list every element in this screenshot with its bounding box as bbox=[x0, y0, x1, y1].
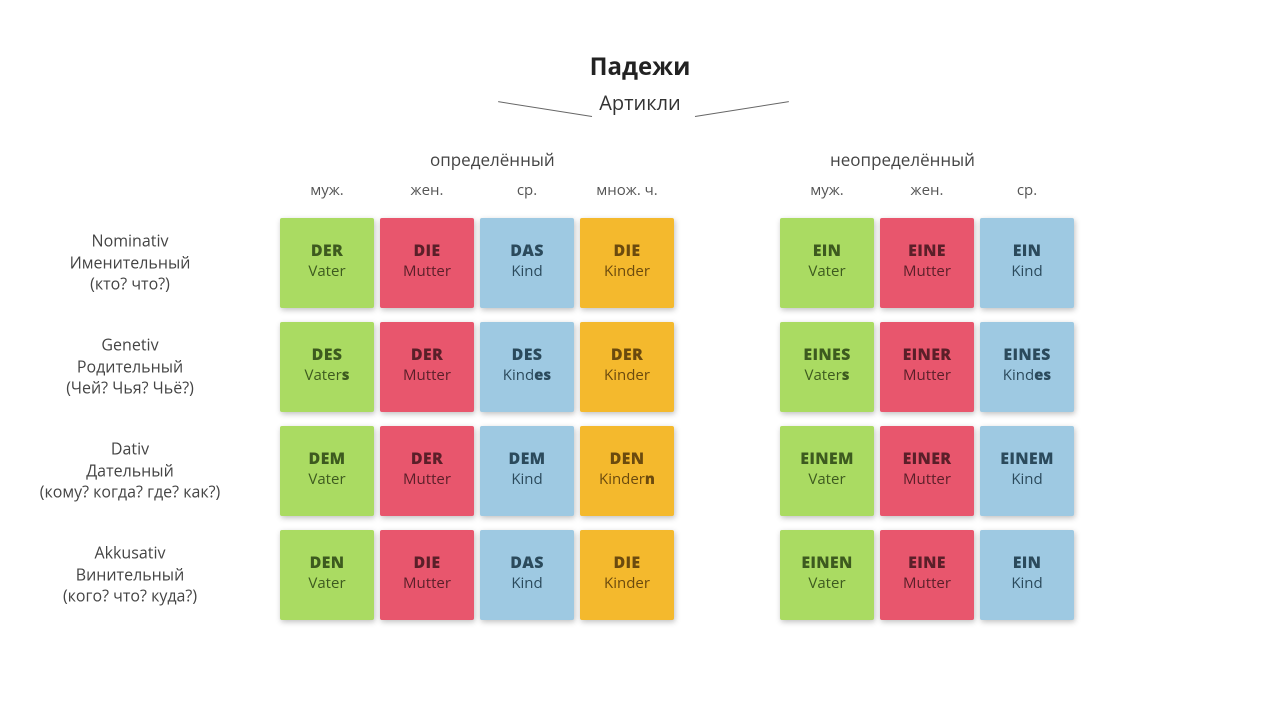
article-cell: EINVater bbox=[780, 218, 874, 308]
article-cell: DIEMutter bbox=[380, 218, 474, 308]
group-label-indefinite: неопределённый bbox=[830, 148, 975, 171]
article-cell: DIEKinder bbox=[580, 218, 674, 308]
branch-lines bbox=[0, 116, 1280, 146]
case-row: GenetivРодительный(Чей? Чья? Чьё?) DESVat… bbox=[0, 318, 1280, 416]
article-cell: DASKind bbox=[480, 530, 574, 620]
row-label: AkkusativВинительный(кого? что? куда?) bbox=[0, 543, 260, 608]
article-cell: EINEMKind bbox=[980, 426, 1074, 516]
article-cell: DESVaters bbox=[280, 322, 374, 412]
article-cell: DEMKind bbox=[480, 426, 574, 516]
grammar-chart: Падежи Артикли определённый неопределённ… bbox=[0, 0, 1280, 720]
article-cell: DENKindern bbox=[580, 426, 674, 516]
rows-container: NominativИменительный(кто? что?) DERVater… bbox=[0, 214, 1280, 624]
page-subtitle: Артикли bbox=[0, 89, 1280, 116]
case-row: NominativИменительный(кто? что?) DERVater… bbox=[0, 214, 1280, 312]
article-cell: EINESVaters bbox=[780, 322, 874, 412]
group-label-definite: определённый bbox=[430, 148, 555, 171]
article-cell: EINKind bbox=[980, 530, 1074, 620]
article-cell: EINESKindes bbox=[980, 322, 1074, 412]
article-cell: DIEKinder bbox=[580, 530, 674, 620]
article-cell: DERVater bbox=[280, 218, 374, 308]
group-labels: определённый неопределённый bbox=[0, 148, 1280, 174]
article-cell: DENVater bbox=[280, 530, 374, 620]
column-header: муж. bbox=[782, 180, 872, 200]
article-cell: DERMutter bbox=[380, 426, 474, 516]
article-cell: DESKindes bbox=[480, 322, 574, 412]
column-header: множ. ч. bbox=[582, 180, 672, 200]
article-cell: EINKind bbox=[980, 218, 1074, 308]
article-cell: DERMutter bbox=[380, 322, 474, 412]
article-cell: EINERMutter bbox=[880, 322, 974, 412]
column-header: ср. bbox=[982, 180, 1072, 200]
article-cell: EINENVater bbox=[780, 530, 874, 620]
row-label: NominativИменительный(кто? что?) bbox=[0, 231, 260, 296]
case-row: DativДательный(кому? когда? где? как?) DE… bbox=[0, 422, 1280, 520]
article-cell: EINEMVater bbox=[780, 426, 874, 516]
row-label: DativДательный(кому? когда? где? как?) bbox=[0, 439, 260, 504]
page-title: Падежи bbox=[0, 50, 1280, 83]
article-cell: DIEMutter bbox=[380, 530, 474, 620]
table-area: муж. жен. ср. множ. ч. муж. жен. ср. Nominativ… bbox=[0, 180, 1280, 624]
column-header: жен. bbox=[382, 180, 472, 200]
article-cell: EINEMutter bbox=[880, 530, 974, 620]
case-row: AkkusativВинительный(кого? что? куда?) DE… bbox=[0, 526, 1280, 624]
article-cell: DASKind bbox=[480, 218, 574, 308]
article-cell: EINERMutter bbox=[880, 426, 974, 516]
row-label: GenetivРодительный(Чей? Чья? Чьё?) bbox=[0, 335, 260, 400]
article-cell: EINEMutter bbox=[880, 218, 974, 308]
column-headers: муж. жен. ср. множ. ч. муж. жен. ср. bbox=[0, 180, 1280, 208]
column-header: ср. bbox=[482, 180, 572, 200]
article-cell: DEMVater bbox=[280, 426, 374, 516]
article-cell: DERKinder bbox=[580, 322, 674, 412]
column-header: жен. bbox=[882, 180, 972, 200]
column-header: муж. bbox=[282, 180, 372, 200]
